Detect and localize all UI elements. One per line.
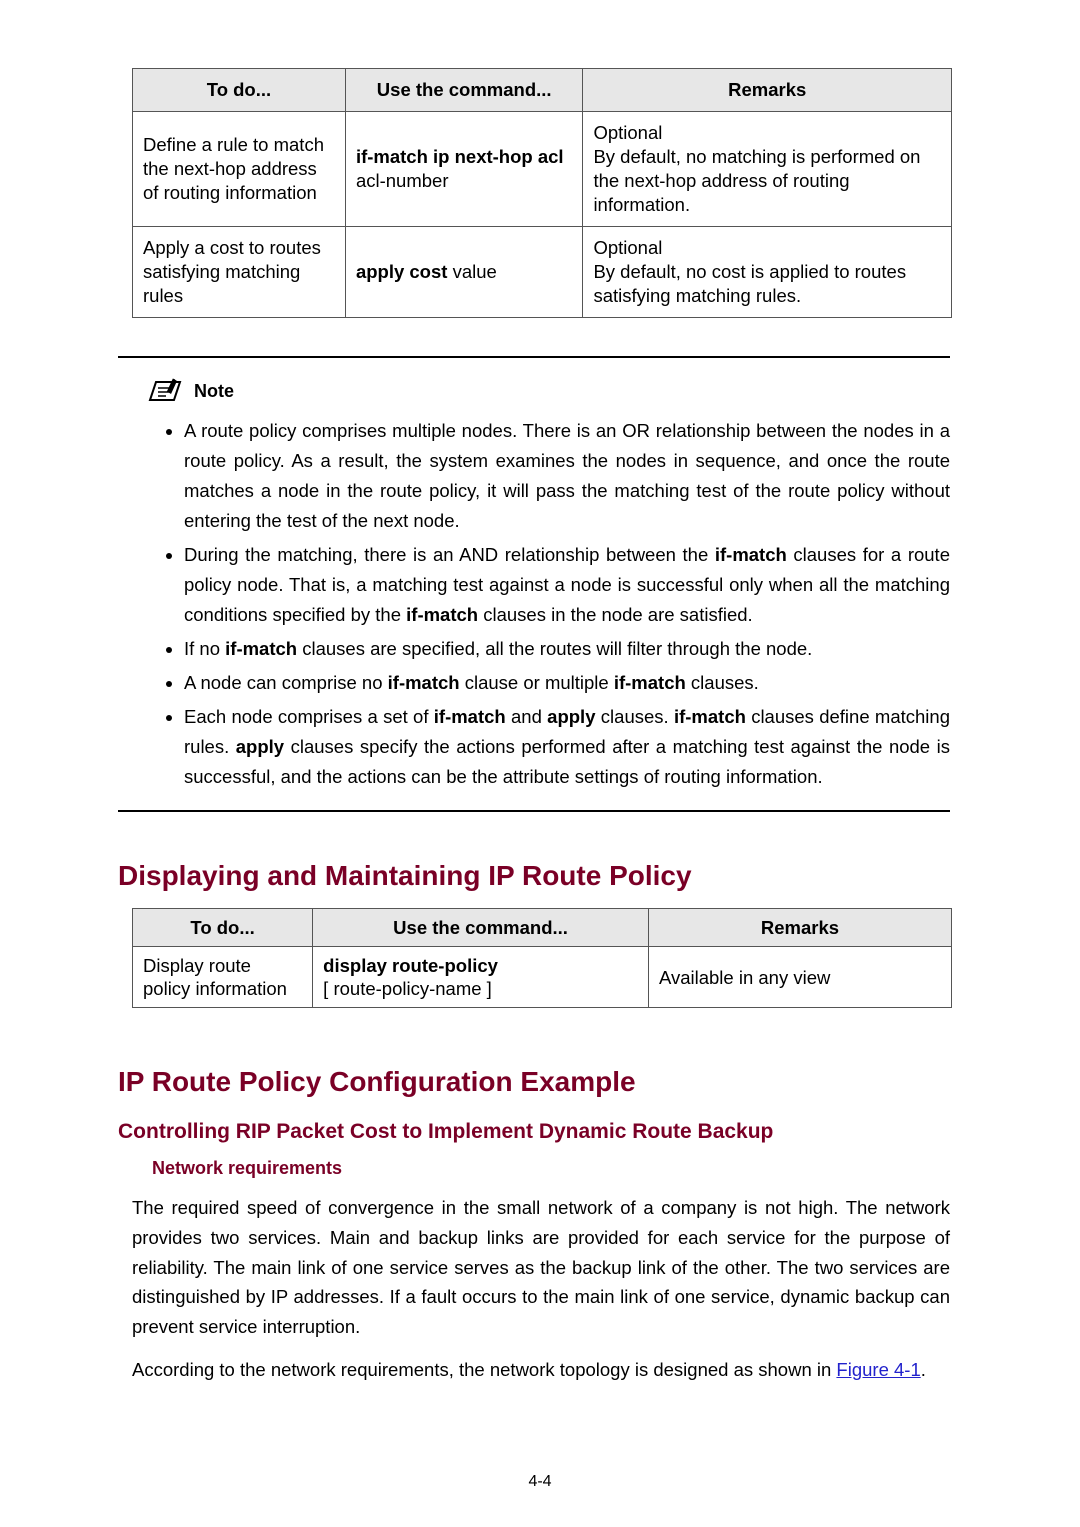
- text: clauses.: [686, 672, 759, 693]
- cmd-rest: [ route-policy-name ]: [323, 977, 638, 1000]
- note-item: During the matching, there is an AND rel…: [184, 540, 950, 630]
- cmd-rest: value: [447, 261, 496, 282]
- command-table-1: To do... Use the command... Remarks Defi…: [132, 68, 952, 318]
- command-table-2: To do... Use the command... Remarks Disp…: [132, 908, 952, 1008]
- cell-cmd: display route-policy [ route-policy-name…: [313, 947, 649, 1008]
- remark-opt: Optional: [593, 121, 941, 145]
- body-paragraph: According to the network requirements, t…: [132, 1355, 950, 1385]
- section-title-example: IP Route Policy Configuration Example: [118, 1066, 950, 1098]
- table-row: Define a rule to match the next-hop addr…: [133, 112, 952, 227]
- cmd-bold: display route-policy: [323, 955, 498, 976]
- note-item: Each node comprises a set of if-match an…: [184, 702, 950, 792]
- note-list: A route policy comprises multiple nodes.…: [162, 416, 950, 792]
- remark-desc: By default, no matching is performed on …: [593, 145, 941, 217]
- table-row: Display route policy information display…: [133, 947, 952, 1008]
- bold-term: if-match: [715, 544, 787, 565]
- body-text: .: [921, 1359, 926, 1380]
- bold-term: if-match: [614, 672, 686, 693]
- bold-term: if-match: [674, 706, 746, 727]
- text: A route policy comprises multiple nodes.…: [184, 420, 950, 531]
- figure-link[interactable]: Figure 4-1: [836, 1359, 920, 1380]
- text: clauses specify the actions performed af…: [184, 736, 950, 787]
- bold-term: apply: [547, 706, 595, 727]
- cell-remarks: Available in any view: [648, 947, 951, 1008]
- cell-todo: Define a rule to match the next-hop addr…: [133, 112, 346, 227]
- bold-term: if-match: [225, 638, 297, 659]
- note-item: A route policy comprises multiple nodes.…: [184, 416, 950, 536]
- cmd-bold: if-match ip next-hop acl: [356, 146, 564, 167]
- bold-term: if-match: [406, 604, 478, 625]
- cmd-bold: apply cost: [356, 261, 448, 282]
- note-item: If no if-match clauses are specified, al…: [184, 634, 950, 664]
- remark-desc: By default, no cost is applied to routes…: [593, 260, 941, 308]
- note-top-rule: [118, 356, 950, 358]
- text: Each node comprises a set of: [184, 706, 434, 727]
- text: A node can comprise no: [184, 672, 388, 693]
- note-item: A node can comprise no if-match clause o…: [184, 668, 950, 698]
- page-number: 4-4: [0, 1473, 1080, 1491]
- note-bottom-rule: [118, 810, 950, 812]
- th-todo: To do...: [133, 909, 313, 947]
- text: clauses.: [596, 706, 674, 727]
- text: clause or multiple: [460, 672, 614, 693]
- note-block: Note A route policy comprises multiple n…: [118, 356, 950, 812]
- th-todo: To do...: [133, 69, 346, 112]
- subsubsection-title: Network requirements: [152, 1158, 950, 1179]
- text: clauses are specified, all the routes wi…: [297, 638, 812, 659]
- text: and: [506, 706, 547, 727]
- bold-term: if-match: [388, 672, 460, 693]
- th-remarks: Remarks: [648, 909, 951, 947]
- body-text: According to the network requirements, t…: [132, 1359, 836, 1380]
- note-header: Note: [144, 376, 950, 406]
- bold-term: if-match: [434, 706, 506, 727]
- note-icon: [144, 376, 184, 406]
- bold-term: apply: [236, 736, 284, 757]
- th-cmd: Use the command...: [313, 909, 649, 947]
- note-label: Note: [194, 381, 234, 402]
- subsection-title: Controlling RIP Packet Cost to Implement…: [118, 1120, 950, 1144]
- cell-cmd: apply cost value: [345, 227, 583, 318]
- th-remarks: Remarks: [583, 69, 952, 112]
- remark-opt: Optional: [593, 236, 941, 260]
- text: During the matching, there is an AND rel…: [184, 544, 715, 565]
- cmd-rest: acl-number: [356, 170, 449, 191]
- page: To do... Use the command... Remarks Defi…: [0, 0, 1080, 1527]
- cell-cmd: if-match ip next-hop acl acl-number: [345, 112, 583, 227]
- table-row: Apply a cost to routes satisfying matchi…: [133, 227, 952, 318]
- th-cmd: Use the command...: [345, 69, 583, 112]
- cell-remarks: Optional By default, no cost is applied …: [583, 227, 952, 318]
- cell-todo: Apply a cost to routes satisfying matchi…: [133, 227, 346, 318]
- section-title-display: Displaying and Maintaining IP Route Poli…: [118, 860, 950, 892]
- text: clauses in the node are satisfied.: [478, 604, 753, 625]
- text: If no: [184, 638, 225, 659]
- body-paragraph: The required speed of convergence in the…: [132, 1193, 950, 1341]
- cell-todo: Display route policy information: [133, 947, 313, 1008]
- cell-remarks: Optional By default, no matching is perf…: [583, 112, 952, 227]
